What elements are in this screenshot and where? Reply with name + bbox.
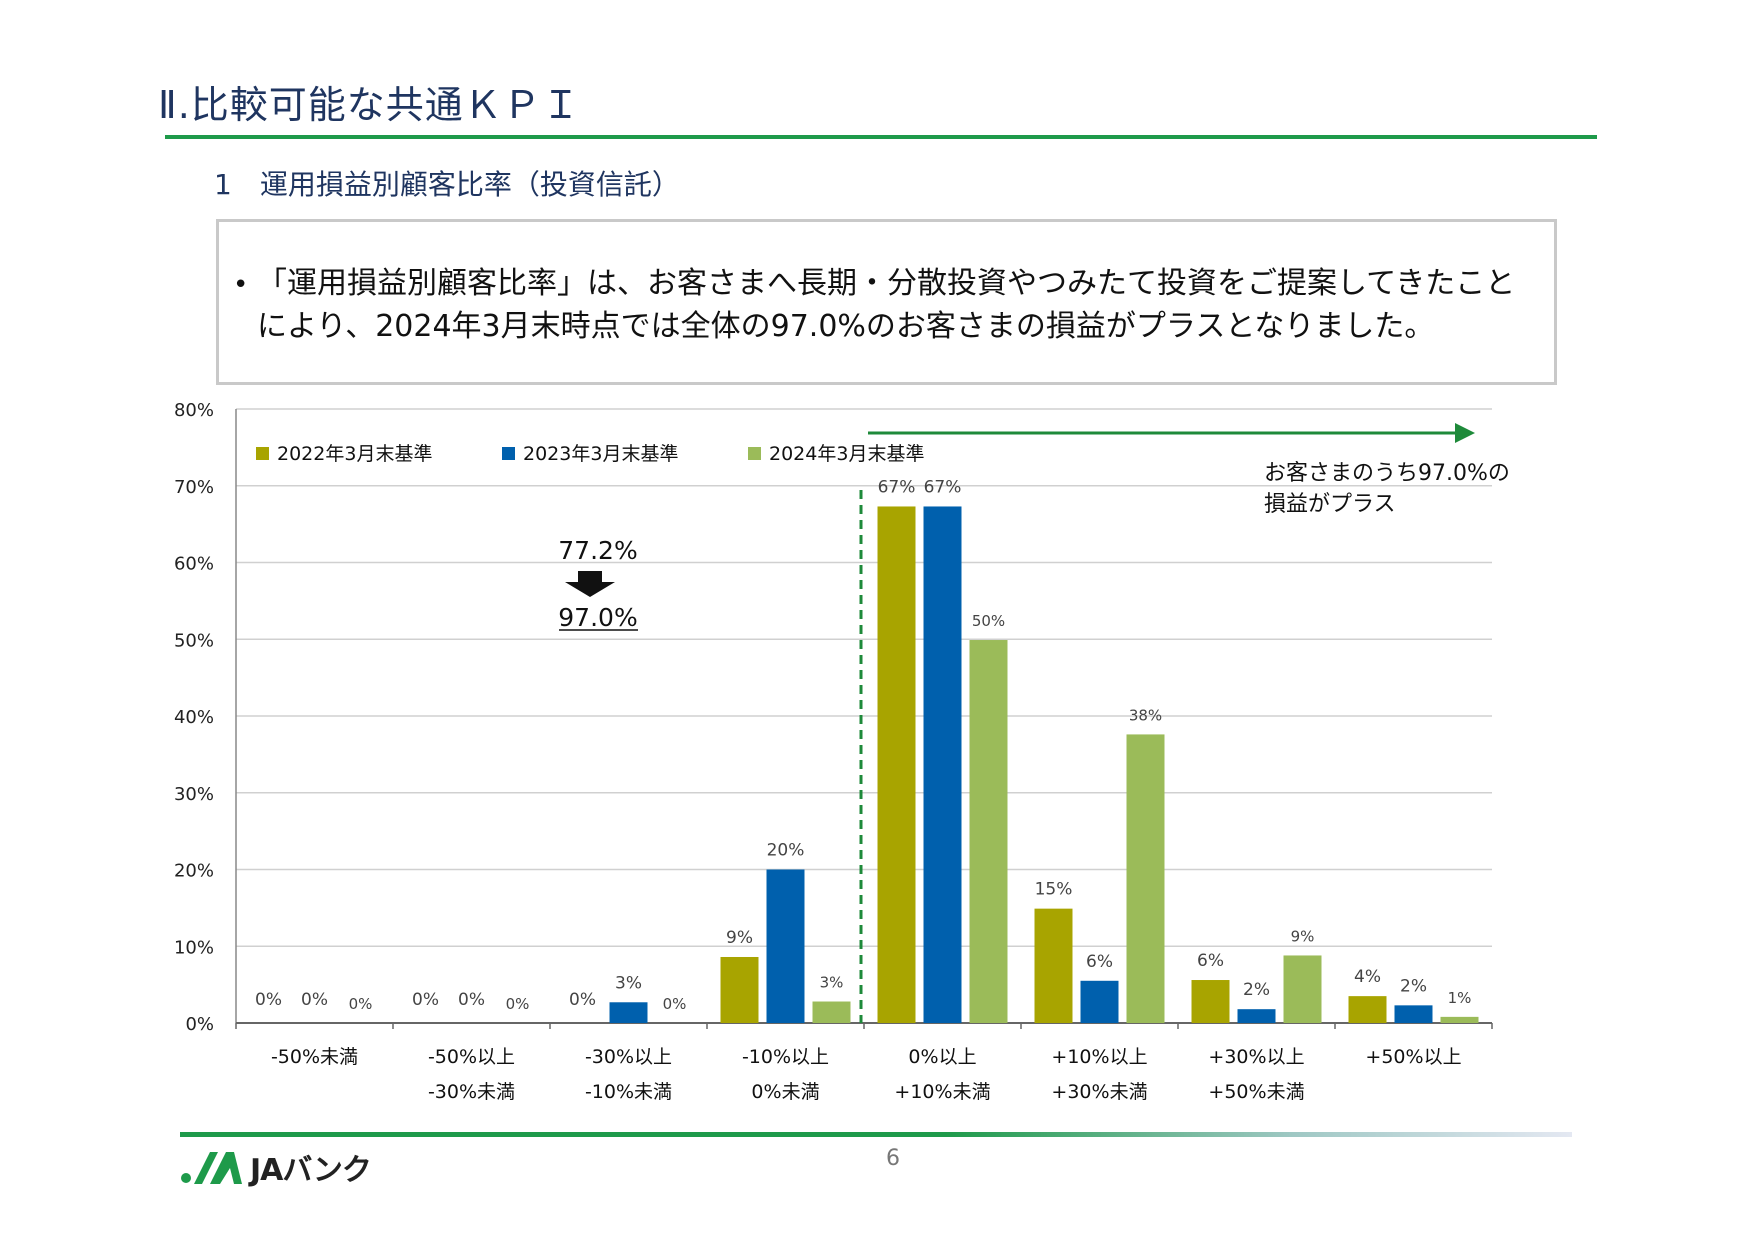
bar-value-label: 9% xyxy=(726,928,753,948)
legend-label: 2023年3月末基準 xyxy=(523,443,678,465)
bar xyxy=(609,1002,648,1023)
change-after-label: 97.0% xyxy=(558,603,637,632)
bar xyxy=(923,506,962,1023)
bar xyxy=(1237,1009,1276,1023)
bar xyxy=(1394,1005,1433,1023)
bar-value-label: 3% xyxy=(615,973,642,993)
plus-range-arrow-head xyxy=(1455,423,1475,443)
bar xyxy=(812,1001,851,1023)
bar-value-label: 0% xyxy=(255,990,282,1010)
ja-bank-logo: JAバンク xyxy=(180,1147,372,1188)
x-category-label: -10%以上 xyxy=(742,1046,829,1068)
x-category-label: -30%以上 xyxy=(585,1046,672,1068)
x-category-label: -30%未満 xyxy=(428,1081,515,1103)
bar-value-label: 2% xyxy=(1400,976,1427,996)
y-tick-label: 0% xyxy=(185,1014,214,1035)
logo-text: JAバンク xyxy=(250,1153,372,1188)
change-down-arrow-icon xyxy=(565,571,615,597)
bar-value-label: 67% xyxy=(878,477,916,497)
bar-value-label: 20% xyxy=(767,841,805,861)
bar-value-label: 6% xyxy=(1086,952,1113,972)
bar-value-label: 0% xyxy=(458,990,485,1010)
bar-value-label: 50% xyxy=(972,612,1005,630)
ja-bank-logo-icon xyxy=(181,1152,242,1184)
bar xyxy=(1080,980,1119,1023)
bar xyxy=(766,869,805,1023)
bar-value-label: 6% xyxy=(1197,951,1224,971)
bar xyxy=(720,956,759,1023)
page-number: 6 xyxy=(886,1146,900,1171)
x-category-label: 0%以上 xyxy=(908,1046,976,1068)
bar-value-label: 3% xyxy=(820,974,844,992)
bar-value-label: 4% xyxy=(1354,967,1381,987)
page-title: Ⅱ.比較可能な共通ＫＰＩ xyxy=(158,83,581,127)
bar-value-label: 2% xyxy=(1243,980,1270,1000)
section-subtitle: 1 運用損益別顧客比率（投資信託） xyxy=(214,168,680,201)
bar xyxy=(1126,734,1165,1023)
footer-divider xyxy=(180,1132,1572,1137)
bar-value-label: 15% xyxy=(1035,880,1073,900)
bar-value-label: 0% xyxy=(301,990,328,1010)
bar-value-label: 0% xyxy=(663,995,687,1013)
x-category-label: +50%未満 xyxy=(1208,1081,1304,1103)
x-category-label: -50%未満 xyxy=(271,1046,358,1068)
summary-box: • 「運用損益別顧客比率」は、お客さまへ長期・分散投資やつみたて投資をご提案して… xyxy=(216,219,1557,385)
bar-value-label: 38% xyxy=(1129,706,1162,724)
title-divider xyxy=(165,135,1597,139)
legend-swatch xyxy=(502,447,515,460)
y-tick-label: 10% xyxy=(174,937,214,958)
x-category-label: +30%未満 xyxy=(1051,1081,1147,1103)
y-tick-label: 20% xyxy=(174,861,214,882)
summary-text: 「運用損益別顧客比率」は、お客さまへ長期・分散投資やつみたて投資をご提案してきた… xyxy=(257,266,1516,344)
x-category-label: 0%未満 xyxy=(751,1081,819,1103)
bar-value-label: 0% xyxy=(349,995,373,1013)
bar xyxy=(1348,996,1387,1023)
y-tick-label: 60% xyxy=(174,554,214,575)
bar-value-label: 0% xyxy=(506,995,530,1013)
x-category-label: -10%未満 xyxy=(585,1081,672,1103)
bar xyxy=(969,640,1008,1023)
bar xyxy=(1283,955,1322,1023)
bar xyxy=(877,506,916,1023)
bullet-marker: • xyxy=(233,270,249,300)
x-category-label: +30%以上 xyxy=(1208,1046,1304,1068)
y-tick-label: 50% xyxy=(174,630,214,651)
plus-annotation-line2: 損益がプラス xyxy=(1264,492,1396,517)
x-category-label: -50%以上 xyxy=(428,1046,515,1068)
bar-value-label: 67% xyxy=(924,477,962,497)
legend-label: 2024年3月末基準 xyxy=(769,443,924,465)
bar-value-label: 9% xyxy=(1291,927,1315,945)
y-tick-label: 40% xyxy=(174,707,214,728)
bar xyxy=(1440,1016,1479,1023)
x-category-label: +10%未満 xyxy=(894,1081,990,1103)
change-before-label: 77.2% xyxy=(558,536,637,565)
x-category-label: +50%以上 xyxy=(1365,1046,1461,1068)
y-tick-label: 70% xyxy=(174,477,214,498)
bar xyxy=(1034,908,1073,1023)
y-tick-label: 30% xyxy=(174,784,214,805)
bar-value-label: 0% xyxy=(569,990,596,1010)
x-category-label: +10%以上 xyxy=(1051,1046,1147,1068)
bar-value-label: 0% xyxy=(412,990,439,1010)
legend-swatch xyxy=(256,447,269,460)
plus-annotation-line1: お客さまのうち97.0%の xyxy=(1264,461,1510,486)
customer-ratio-bar-chart: 0% 10% 20% 30% 40% 50% 60% 70% 80% -50%未満 -50%以上 -3… xyxy=(174,400,1510,1103)
y-tick-label: 80% xyxy=(174,400,214,421)
bar-value-label: 1% xyxy=(1448,989,1472,1007)
legend-swatch xyxy=(748,447,761,460)
bar xyxy=(1191,980,1230,1023)
legend-label: 2022年3月末基準 xyxy=(277,443,432,465)
